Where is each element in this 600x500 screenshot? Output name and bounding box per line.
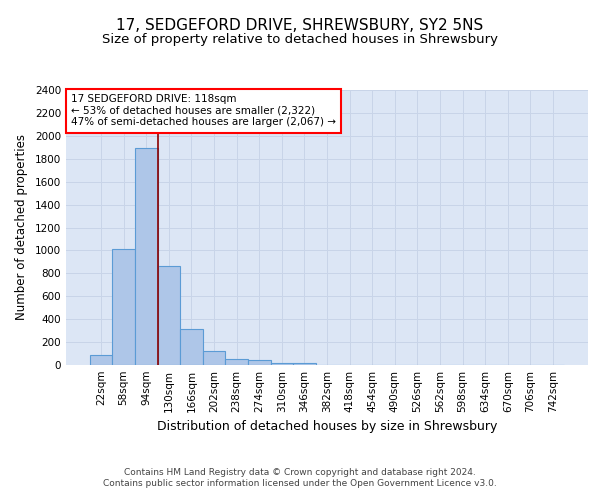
Bar	[203, 351, 226, 365]
Bar	[226, 358, 248, 365]
Bar	[248, 360, 271, 365]
Bar	[90, 354, 112, 365]
Text: 17, SEDGEFORD DRIVE, SHREWSBURY, SY2 5NS: 17, SEDGEFORD DRIVE, SHREWSBURY, SY2 5NS	[116, 18, 484, 32]
Bar	[293, 363, 316, 365]
Y-axis label: Number of detached properties: Number of detached properties	[15, 134, 28, 320]
Bar	[158, 266, 180, 365]
Bar	[112, 250, 135, 365]
X-axis label: Distribution of detached houses by size in Shrewsbury: Distribution of detached houses by size …	[157, 420, 497, 434]
Text: 17 SEDGEFORD DRIVE: 118sqm
← 53% of detached houses are smaller (2,322)
47% of s: 17 SEDGEFORD DRIVE: 118sqm ← 53% of deta…	[71, 94, 336, 128]
Bar	[135, 148, 158, 365]
Text: Contains HM Land Registry data © Crown copyright and database right 2024.
Contai: Contains HM Land Registry data © Crown c…	[103, 468, 497, 487]
Bar	[271, 363, 293, 365]
Text: Size of property relative to detached houses in Shrewsbury: Size of property relative to detached ho…	[102, 32, 498, 46]
Bar	[180, 330, 203, 365]
